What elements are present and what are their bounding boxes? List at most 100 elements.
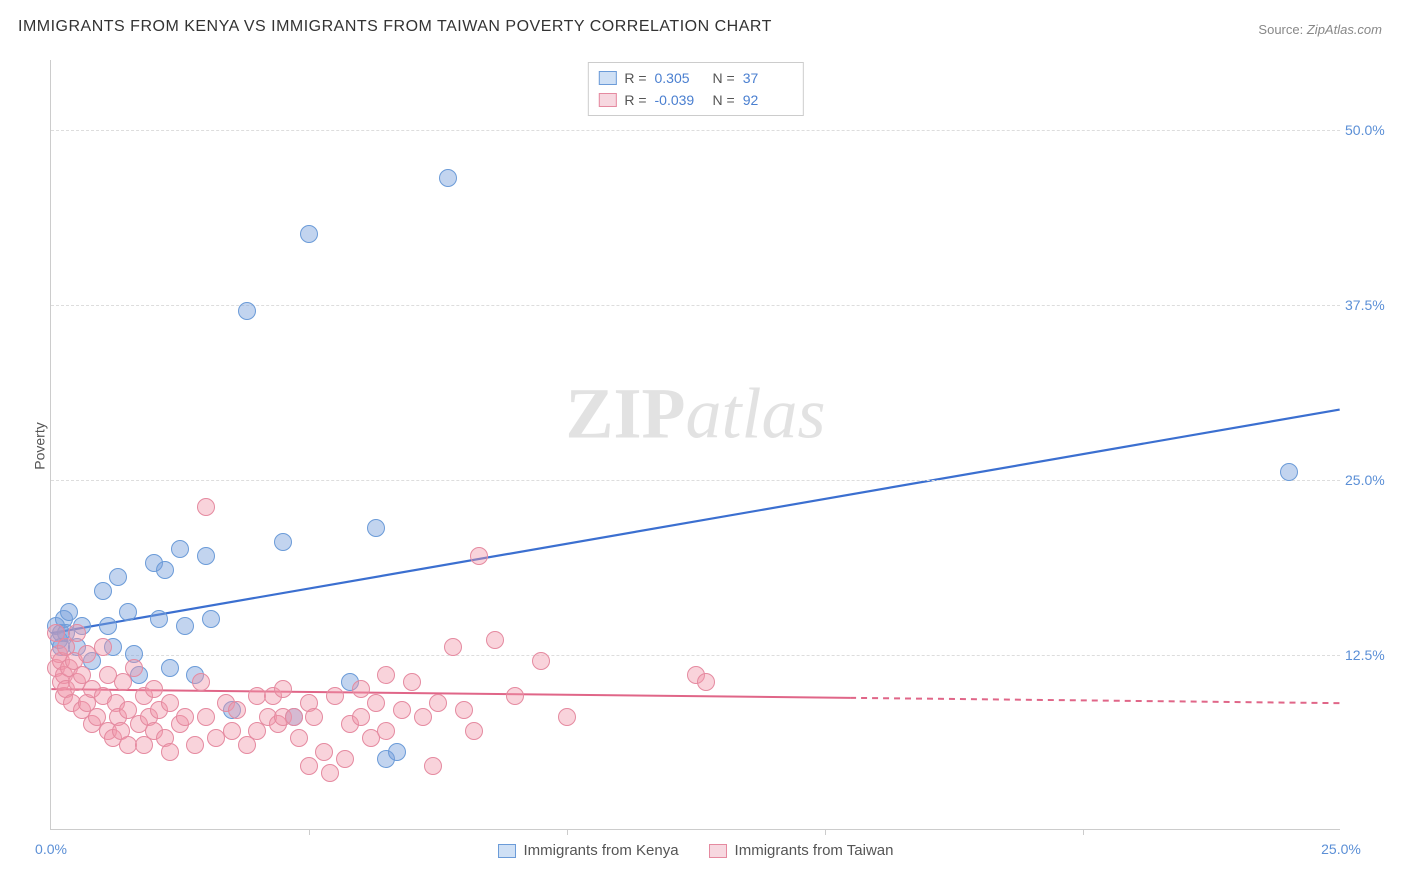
- data-point: [197, 547, 215, 565]
- y-tick-label: 25.0%: [1345, 472, 1400, 488]
- data-point: [186, 736, 204, 754]
- legend-swatch: [598, 93, 616, 107]
- y-axis-label: Poverty: [32, 422, 48, 469]
- trend-line-dashed: [850, 698, 1340, 703]
- data-point: [326, 687, 344, 705]
- data-point: [697, 673, 715, 691]
- data-point: [68, 624, 86, 642]
- data-point: [238, 302, 256, 320]
- y-tick-label: 12.5%: [1345, 647, 1400, 663]
- gridline: [51, 655, 1340, 656]
- data-point: [228, 701, 246, 719]
- data-point: [171, 540, 189, 558]
- data-point: [305, 708, 323, 726]
- series-legend: Immigrants from Kenya Immigrants from Tai…: [498, 842, 894, 859]
- data-point: [486, 631, 504, 649]
- data-point: [377, 722, 395, 740]
- data-point: [161, 659, 179, 677]
- data-point: [285, 708, 303, 726]
- data-point: [367, 694, 385, 712]
- n-label: N =: [713, 89, 735, 111]
- data-point: [336, 750, 354, 768]
- trend-line: [51, 410, 1339, 634]
- x-minor-tick: [1083, 829, 1084, 835]
- data-point: [321, 764, 339, 782]
- data-point: [1280, 463, 1298, 481]
- x-tick-label: 0.0%: [35, 841, 67, 857]
- data-point: [99, 617, 117, 635]
- data-point: [197, 498, 215, 516]
- data-point: [156, 561, 174, 579]
- data-point: [439, 169, 457, 187]
- data-point: [109, 568, 127, 586]
- legend-label: Immigrants from Kenya: [524, 842, 679, 859]
- data-point: [300, 225, 318, 243]
- data-point: [429, 694, 447, 712]
- data-point: [403, 673, 421, 691]
- data-point: [290, 729, 308, 747]
- watermark: ZIPatlas: [565, 372, 825, 455]
- data-point: [197, 708, 215, 726]
- r-value: -0.039: [655, 89, 705, 111]
- data-point: [506, 687, 524, 705]
- watermark-zip: ZIP: [565, 373, 685, 453]
- legend-item: Immigrants from Kenya: [498, 842, 679, 859]
- data-point: [202, 610, 220, 628]
- data-point: [532, 652, 550, 670]
- correlation-legend: R = 0.305 N = 37 R = -0.039 N = 92: [587, 62, 803, 116]
- y-tick-label: 37.5%: [1345, 297, 1400, 313]
- r-label: R =: [624, 67, 646, 89]
- data-point: [367, 519, 385, 537]
- data-point: [274, 533, 292, 551]
- x-tick-label: 25.0%: [1321, 841, 1361, 857]
- data-point: [223, 722, 241, 740]
- x-minor-tick: [825, 829, 826, 835]
- data-point: [470, 547, 488, 565]
- r-label: R =: [624, 89, 646, 111]
- data-point: [274, 680, 292, 698]
- y-tick-label: 50.0%: [1345, 122, 1400, 138]
- data-point: [161, 694, 179, 712]
- correlation-legend-row: R = -0.039 N = 92: [598, 89, 792, 111]
- data-point: [125, 659, 143, 677]
- data-point: [176, 617, 194, 635]
- data-point: [300, 757, 318, 775]
- data-point: [94, 638, 112, 656]
- data-point: [424, 757, 442, 775]
- data-point: [444, 638, 462, 656]
- legend-swatch: [498, 844, 516, 858]
- data-point: [558, 708, 576, 726]
- data-point: [161, 743, 179, 761]
- source-value: ZipAtlas.com: [1307, 22, 1382, 37]
- data-point: [119, 603, 137, 621]
- x-minor-tick: [309, 829, 310, 835]
- data-point: [465, 722, 483, 740]
- n-label: N =: [713, 67, 735, 89]
- source-label: Source:: [1258, 22, 1303, 37]
- data-point: [192, 673, 210, 691]
- data-point: [94, 582, 112, 600]
- legend-item: Immigrants from Taiwan: [709, 842, 894, 859]
- data-point: [393, 701, 411, 719]
- data-point: [150, 610, 168, 628]
- plot-area: ZIPatlas R = 0.305 N = 37 R = -0.039 N = 92…: [50, 60, 1340, 830]
- data-point: [414, 708, 432, 726]
- data-point: [388, 743, 406, 761]
- legend-swatch: [709, 844, 727, 858]
- data-point: [315, 743, 333, 761]
- n-value: 37: [743, 67, 793, 89]
- data-point: [377, 666, 395, 684]
- x-minor-tick: [567, 829, 568, 835]
- gridline: [51, 130, 1340, 131]
- data-point: [455, 701, 473, 719]
- chart-title: IMMIGRANTS FROM KENYA VS IMMIGRANTS FROM…: [18, 18, 772, 36]
- data-point: [145, 680, 163, 698]
- source-attribution: Source: ZipAtlas.com: [1258, 22, 1382, 37]
- correlation-legend-row: R = 0.305 N = 37: [598, 67, 792, 89]
- data-point: [352, 680, 370, 698]
- r-value: 0.305: [655, 67, 705, 89]
- legend-label: Immigrants from Taiwan: [735, 842, 894, 859]
- data-point: [176, 708, 194, 726]
- gridline: [51, 480, 1340, 481]
- n-value: 92: [743, 89, 793, 111]
